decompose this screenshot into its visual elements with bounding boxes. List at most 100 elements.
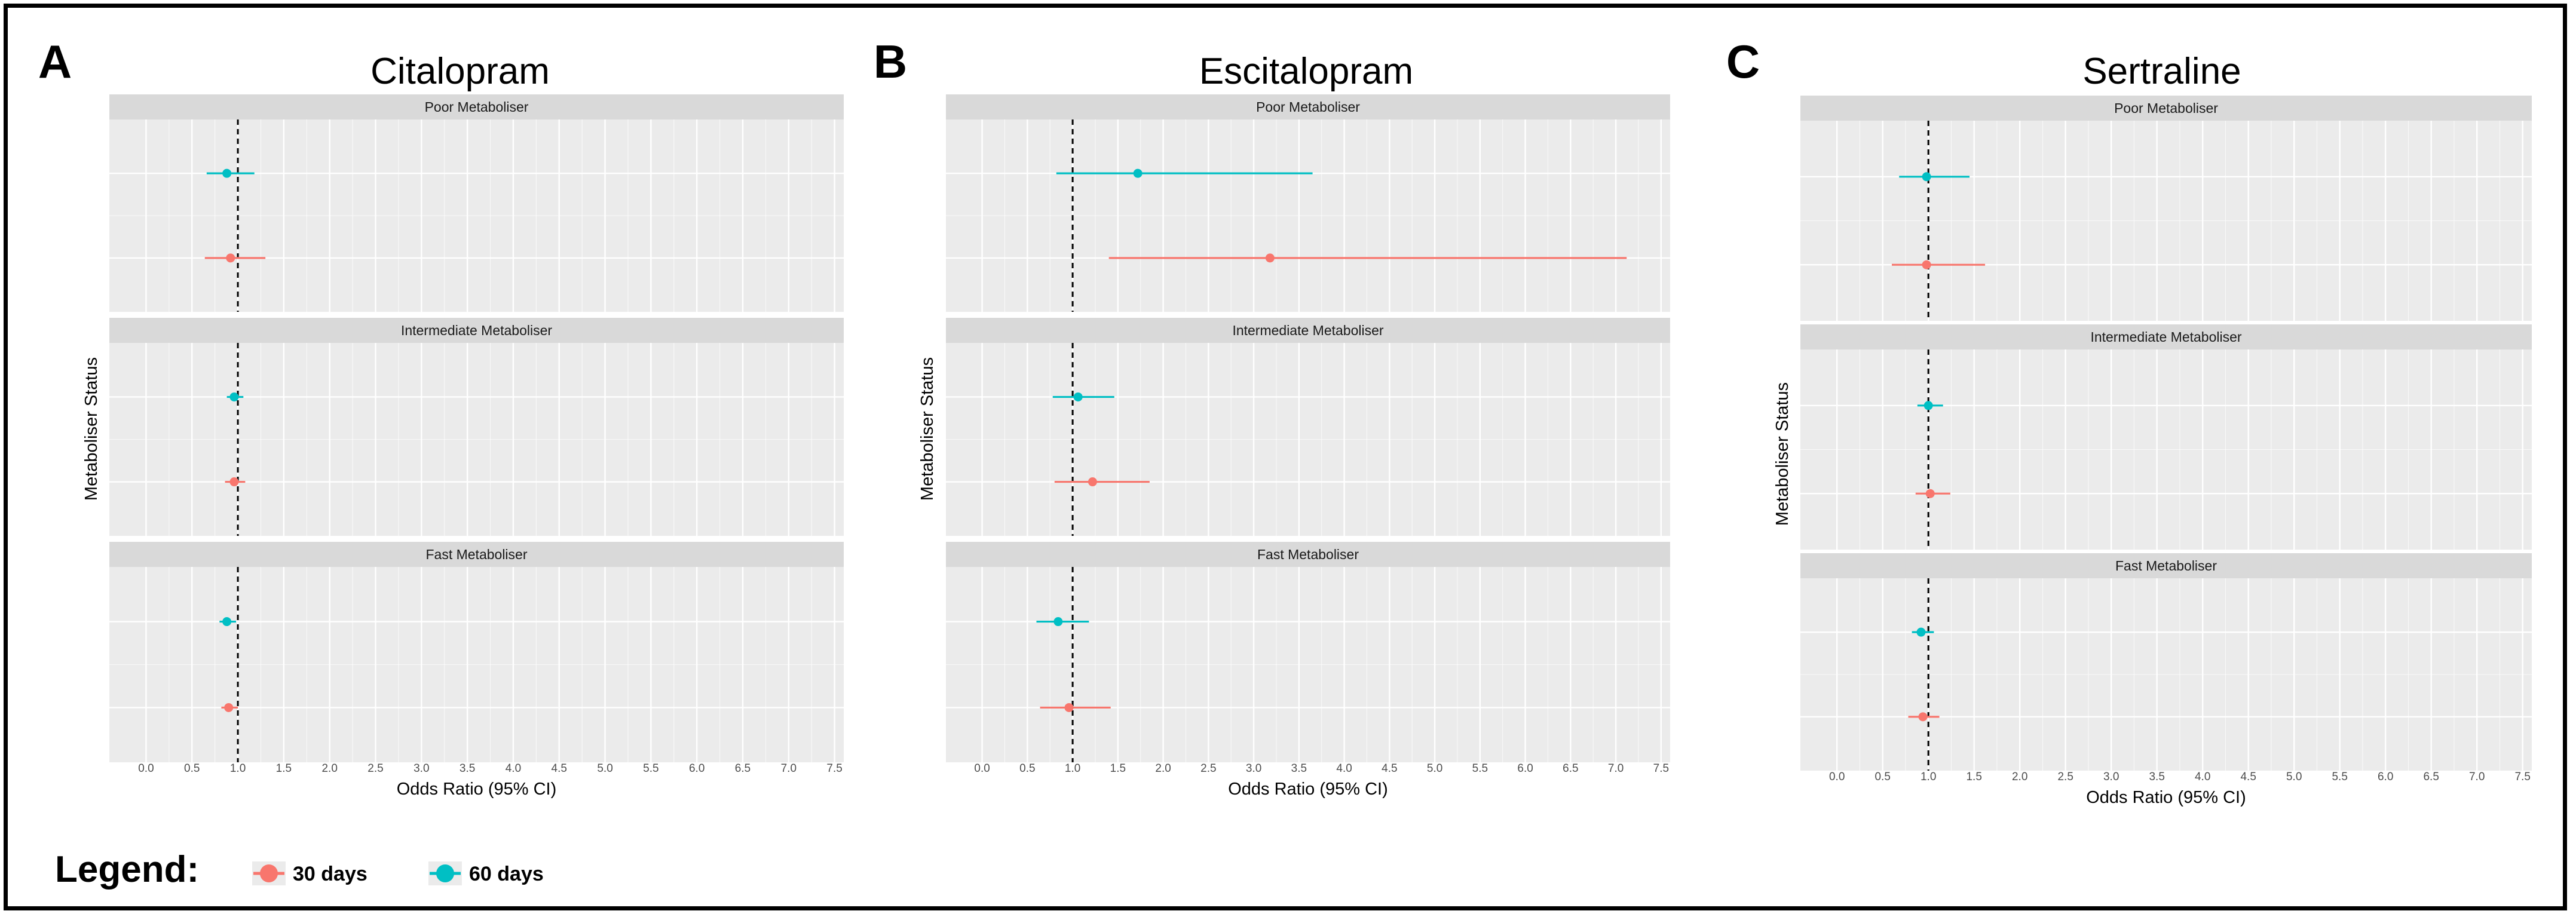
x-tick-label: 0.0 xyxy=(138,762,154,775)
facet-strip-label: Poor Metaboliser xyxy=(2114,100,2218,116)
x-tick-label: 2.5 xyxy=(2057,771,2073,783)
legend-title: Legend: xyxy=(55,849,199,890)
x-tick-label: 5.0 xyxy=(1427,762,1442,775)
legend-item-30-days: 30 days xyxy=(252,861,367,885)
facet-strip-label: Intermediate Metaboliser xyxy=(2090,329,2241,345)
x-tick-label: 7.5 xyxy=(1653,762,1669,775)
x-tick-label: 7.0 xyxy=(2469,771,2485,783)
or-point-30-days xyxy=(229,477,239,487)
x-tick-label: 2.0 xyxy=(321,762,337,775)
facet-strip xyxy=(946,94,1670,119)
x-axis-title: Odds Ratio (95% CI) xyxy=(1228,780,1388,799)
legend-label: 60 days xyxy=(469,863,544,885)
facet-strip xyxy=(109,542,844,567)
x-axis-title: Odds Ratio (95% CI) xyxy=(397,780,557,799)
facet-intermediate-metaboliser: Intermediate Metaboliser xyxy=(1800,324,2532,550)
x-tick-label: 1.5 xyxy=(1966,771,1981,783)
facet-strip-label: Fast Metaboliser xyxy=(2115,558,2217,574)
facet-poor-metaboliser: Poor Metaboliser xyxy=(109,94,844,312)
x-tick-label: 2.5 xyxy=(1200,762,1216,775)
x-tick-label: 4.5 xyxy=(2240,771,2256,783)
x-tick-label: 0.5 xyxy=(184,762,200,775)
legend-key-point xyxy=(260,864,278,882)
or-point-30-days xyxy=(224,703,234,712)
y-axis-title: Metaboliser Status xyxy=(1773,382,1792,526)
or-point-60-days xyxy=(1053,617,1063,627)
legend: Legend: 30 days 60 days xyxy=(55,849,544,890)
facet-strip-label: Intermediate Metaboliser xyxy=(401,323,552,338)
or-point-60-days xyxy=(222,617,232,627)
or-point-60-days xyxy=(1916,627,1926,637)
facet-fast-metaboliser: Fast Metaboliser xyxy=(109,542,844,762)
facet-strip-label: Fast Metaboliser xyxy=(425,547,527,562)
facet-fast-metaboliser: Fast Metaboliser xyxy=(1800,553,2532,771)
x-tick-label: 7.5 xyxy=(2514,771,2530,783)
or-point-60-days xyxy=(229,392,239,401)
x-tick-label: 7.0 xyxy=(781,762,797,775)
y-axis-title: Metaboliser Status xyxy=(918,357,937,501)
or-point-60-days xyxy=(1133,168,1142,178)
x-tick-label: 4.0 xyxy=(506,762,521,775)
x-tick-label: 6.5 xyxy=(2423,771,2439,783)
x-tick-label: 2.0 xyxy=(2012,771,2027,783)
x-tick-label: 3.5 xyxy=(460,762,475,775)
facet-intermediate-metaboliser: Intermediate Metaboliser xyxy=(109,318,844,536)
legend-key-point xyxy=(436,864,454,882)
x-tick-label: 0.0 xyxy=(1829,771,1845,783)
x-tick-label: 5.5 xyxy=(1472,762,1488,775)
x-tick-label: 6.5 xyxy=(735,762,751,775)
panel-title: Citalopram xyxy=(370,51,550,92)
or-point-30-days xyxy=(1918,712,1928,722)
x-tick-label: 4.0 xyxy=(2195,771,2210,783)
facet-poor-metaboliser: Poor Metaboliser xyxy=(1800,96,2532,321)
facet-strip-label: Fast Metaboliser xyxy=(1257,547,1359,562)
x-tick-label: 1.5 xyxy=(1110,762,1126,775)
panel-letter: B xyxy=(874,35,907,88)
x-tick-label: 3.5 xyxy=(1291,762,1307,775)
or-point-60-days xyxy=(1922,172,1931,182)
or-point-30-days xyxy=(1265,253,1275,263)
facet-strip xyxy=(946,318,1670,343)
or-point-60-days xyxy=(1073,392,1083,401)
facet-strip xyxy=(109,318,844,343)
facet-fast-metaboliser: Fast Metaboliser xyxy=(946,542,1670,762)
panel-c: C Sertraline Poor Metaboliser Intermediate … xyxy=(1726,35,2532,807)
facet-strip xyxy=(1800,96,2532,121)
x-tick-label: 6.0 xyxy=(1517,762,1533,775)
panel-b: B Escitalopram Poor Metaboliser Intermediat… xyxy=(874,35,1670,799)
panel-title: Escitalopram xyxy=(1199,51,1413,92)
x-tick-label: 6.0 xyxy=(689,762,705,775)
facet-strip-label: Poor Metaboliser xyxy=(1256,99,1360,115)
x-tick-label: 5.0 xyxy=(597,762,612,775)
legend-label: 30 days xyxy=(293,863,367,885)
x-axis-title: Odds Ratio (95% CI) xyxy=(2086,788,2246,807)
panel-title: Sertraline xyxy=(2082,51,2241,92)
facet-poor-metaboliser: Poor Metaboliser xyxy=(946,94,1670,312)
x-tick-label: 1.0 xyxy=(1920,771,1936,783)
x-tick-label: 5.5 xyxy=(2332,771,2347,783)
x-tick-label: 2.0 xyxy=(1155,762,1171,775)
x-tick-label: 6.5 xyxy=(1563,762,1578,775)
x-tick-label: 0.5 xyxy=(1019,762,1035,775)
x-tick-label: 1.0 xyxy=(1065,762,1080,775)
facet-strip-label: Intermediate Metaboliser xyxy=(1232,323,1383,338)
y-axis-title: Metaboliser Status xyxy=(82,357,101,501)
facet-strip xyxy=(109,94,844,119)
or-point-30-days xyxy=(226,253,235,263)
x-tick-label: 7.5 xyxy=(826,762,842,775)
or-point-30-days xyxy=(1088,477,1097,487)
x-tick-label: 3.0 xyxy=(2103,771,2119,783)
x-tick-label: 3.5 xyxy=(2149,771,2164,783)
x-tick-label: 6.0 xyxy=(2378,771,2393,783)
x-tick-label: 5.0 xyxy=(2286,771,2302,783)
x-tick-label: 0.5 xyxy=(1874,771,1890,783)
panel-a: A Citalopram Poor Metaboliser Intermediate … xyxy=(38,35,844,799)
panel-letter: A xyxy=(38,35,72,88)
x-tick-label: 1.0 xyxy=(230,762,246,775)
figure-frame xyxy=(4,4,2567,910)
or-point-30-days xyxy=(1064,703,1074,712)
or-point-60-days xyxy=(1923,401,1933,410)
panel-letter: C xyxy=(1726,35,1760,88)
x-tick-label: 5.5 xyxy=(643,762,658,775)
